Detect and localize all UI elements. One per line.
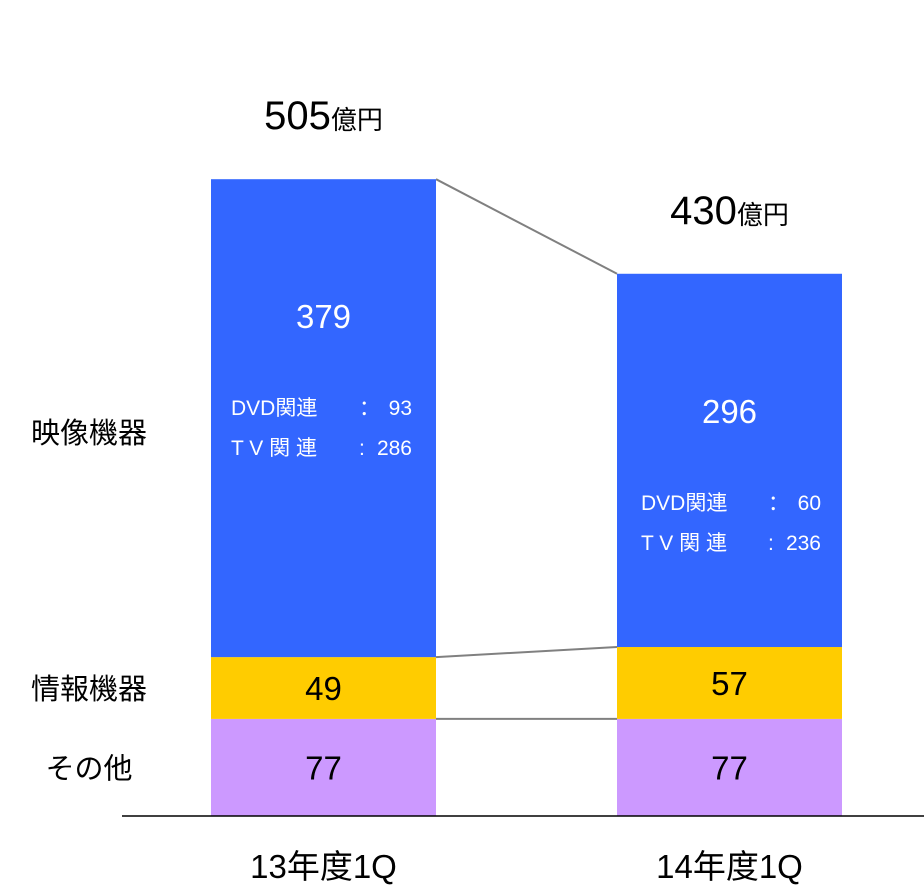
bar-segment-1-2 (617, 273, 842, 648)
breakdown-label: T V 関 連 (641, 532, 727, 555)
breakdown-value: 236 (786, 532, 821, 555)
bar-segment-1-1 (617, 647, 842, 719)
bar-segment-0-2 (211, 179, 436, 658)
breakdown-separator: : (768, 532, 774, 555)
total-label: 430億円 (670, 189, 789, 233)
breakdown-value: 93 (389, 397, 412, 420)
breakdown-separator: ： (768, 492, 789, 515)
bar-value-label: 296 (702, 393, 757, 430)
breakdown-label: T V 関 連 (231, 437, 317, 460)
series-label: その他 (45, 752, 132, 785)
bar-value-label: 57 (711, 665, 748, 702)
connector-line-2 (435, 178, 618, 275)
bar-segment-0-1 (211, 657, 436, 719)
breakdown-label: DVD関連 (231, 397, 317, 420)
bar-segment-1-0 (617, 718, 842, 816)
bar-value-label: 49 (305, 670, 342, 707)
total-label: 505億円 (264, 94, 383, 138)
breakdown-label: DVD関連 (641, 492, 727, 515)
bar-value-label: 77 (305, 749, 342, 786)
series-label: 映像機器 (31, 417, 147, 450)
bars (211, 179, 842, 816)
category-label: 13年度1Q (250, 848, 397, 885)
breakdown-separator: : (359, 437, 365, 460)
connector-line-1 (435, 646, 618, 659)
bar-value-label: 379 (296, 298, 351, 335)
breakdown-value: 286 (377, 437, 412, 460)
bar-value-label: 77 (711, 749, 748, 786)
category-label: 14年度1Q (656, 848, 803, 885)
series-label: 情報機器 (31, 673, 147, 706)
connector-lines (435, 178, 618, 720)
bar-segment-0-0 (211, 718, 436, 816)
breakdown-separator: ： (359, 397, 380, 420)
breakdown-value: 60 (798, 492, 821, 515)
